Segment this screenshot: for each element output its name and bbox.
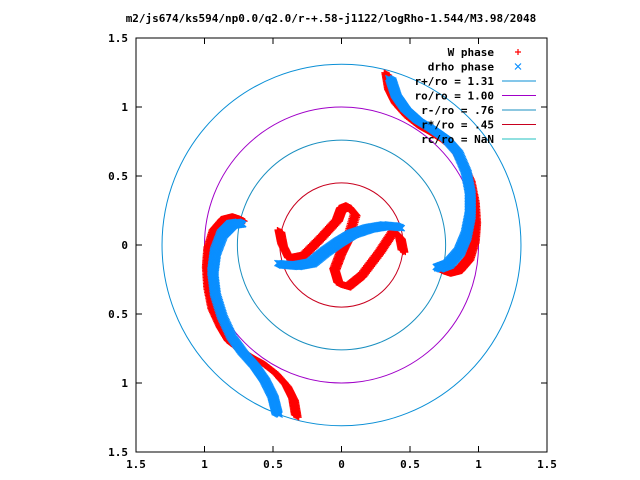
reference-circle-2 [236, 139, 447, 351]
data-point-0-2-end [400, 248, 407, 255]
reference-circle-0 [161, 63, 522, 427]
chart-title: m2/js674/ks594/np0.0/q2.0/r-+.58-j1122/l… [126, 12, 537, 25]
series-1 [206, 74, 477, 418]
data-series [201, 69, 482, 421]
